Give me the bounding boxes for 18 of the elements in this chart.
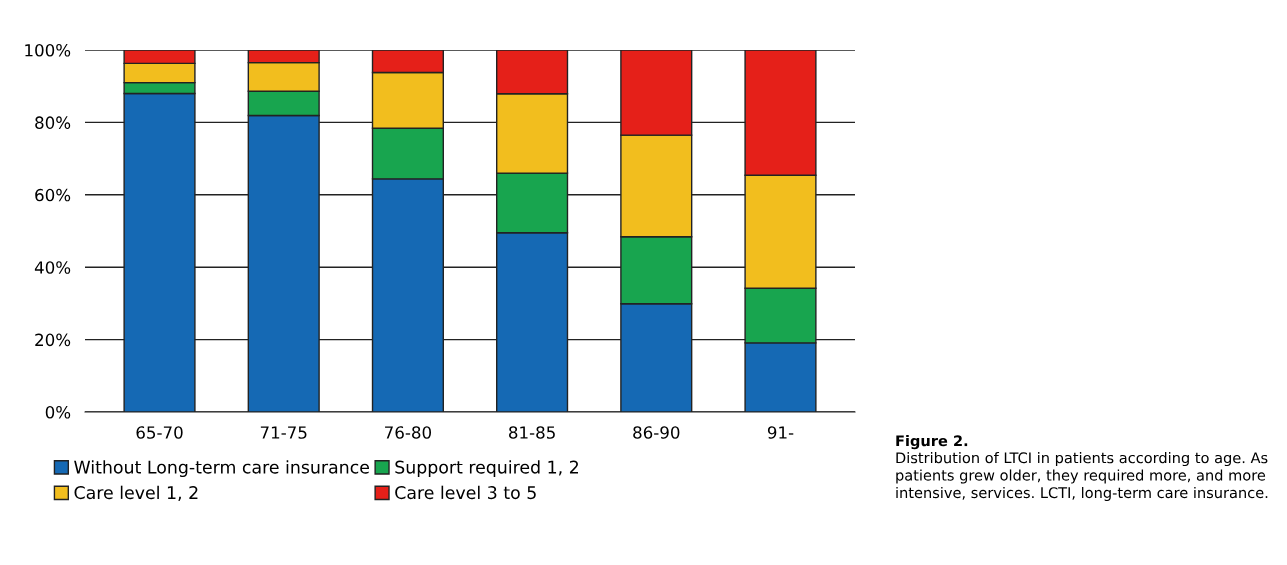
x-tick-label: 76-80 bbox=[385, 426, 432, 439]
x-tick-label: 81-85 bbox=[509, 426, 555, 439]
y-tick-label: 40% bbox=[34, 261, 71, 274]
y-tick-label: 100% bbox=[25, 43, 71, 57]
text: Distribution of LTCI in patients according to age. As patients grew older, they required more, and more intensive, services. LCTI, long-term care insurance. bbox=[896, 452, 1268, 501]
legend-label: Care level 1, 2 bbox=[74, 485, 198, 501]
x-tick-label: 86-90 bbox=[633, 426, 680, 439]
legend-label: Support required 1, 2 bbox=[395, 460, 579, 478]
legend-label: Without Long-term care insurance bbox=[74, 460, 369, 478]
x-tick-label: 91- bbox=[767, 426, 794, 439]
y-tick-label: 20% bbox=[35, 333, 71, 347]
x-tick-label: 71-75 bbox=[260, 426, 307, 439]
y-tick-label: 0% bbox=[45, 405, 71, 419]
y-tick-label: 80% bbox=[35, 116, 71, 129]
x-tick-label: 65-70 bbox=[136, 426, 183, 439]
caption: Figure 2. bbox=[896, 435, 968, 450]
y-tick-label: 60% bbox=[35, 188, 71, 202]
legend-label: Care level 3 to 5 bbox=[395, 485, 536, 500]
